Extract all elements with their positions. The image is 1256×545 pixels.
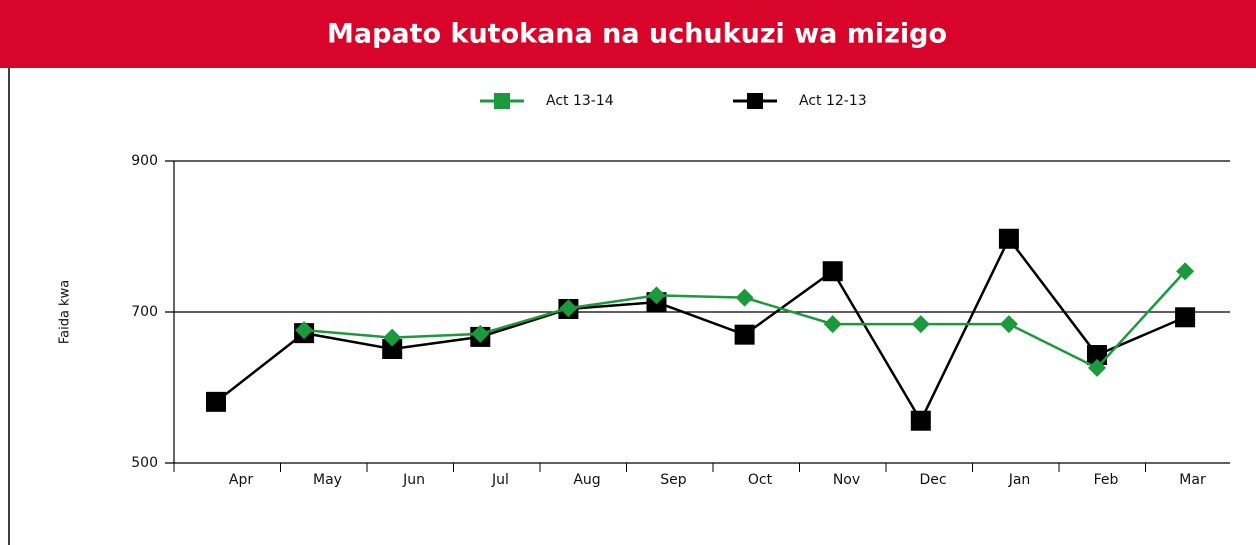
header-bar: [0, 0, 1256, 68]
series-line: [215, 236, 1186, 424]
point-marker: [911, 315, 930, 334]
point-marker: [471, 324, 490, 343]
x-tick-label: Jun: [402, 472, 425, 488]
x-tick-label: Oct: [748, 472, 773, 488]
y-tick-label: 700: [131, 304, 158, 320]
point-marker: [559, 299, 578, 318]
point-marker: [1176, 262, 1195, 281]
point-marker: [735, 288, 754, 307]
point-marker: [999, 315, 1018, 334]
x-tick-label: Jan: [1008, 472, 1031, 488]
point-marker: [734, 324, 755, 345]
series-line: [303, 270, 1187, 370]
point-marker: [1087, 345, 1107, 366]
x-tick-label: Apr: [229, 472, 253, 488]
point-marker: [383, 328, 402, 347]
legend-label: Act 13-14: [546, 93, 614, 109]
point-marker: [822, 261, 843, 282]
x-tick-label: May: [313, 472, 342, 488]
x-tick-label: Feb: [1094, 472, 1119, 488]
point-marker: [206, 391, 226, 412]
chart-title: Mapato kutokana na uchukuzi wa mizigo: [327, 19, 947, 50]
point-marker: [910, 410, 931, 431]
y-axis-label: Faida kwa: [58, 280, 73, 344]
x-tick-label: Sep: [660, 472, 687, 488]
x-tick-label: Nov: [833, 472, 860, 488]
y-tick-label: 500: [131, 455, 158, 471]
x-tick-label: Aug: [573, 472, 600, 488]
legend-label: Act 12-13: [799, 93, 867, 109]
y-tick-label: 900: [131, 153, 158, 169]
legend-marker: [494, 93, 510, 109]
point-marker: [382, 338, 403, 359]
x-tick-label: Mar: [1179, 472, 1206, 488]
point-marker: [1175, 307, 1196, 328]
point-marker: [823, 315, 842, 334]
point-marker: [647, 286, 666, 305]
point-marker: [1088, 358, 1106, 377]
point-marker: [295, 321, 314, 340]
x-tick-label: Jul: [491, 472, 509, 488]
legend-marker: [747, 93, 763, 109]
point-marker: [998, 228, 1019, 249]
x-tick-label: Dec: [919, 472, 946, 488]
